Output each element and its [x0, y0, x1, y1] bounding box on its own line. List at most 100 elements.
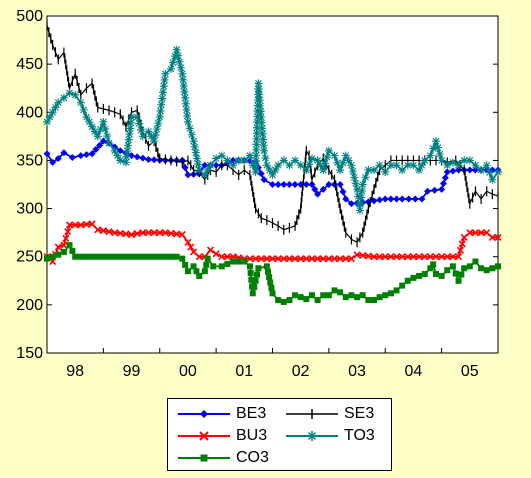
legend-item-co3: CO3: [176, 448, 269, 468]
data-point: [151, 131, 160, 140]
data-point: [387, 253, 395, 261]
data-point: [152, 125, 161, 134]
data-point: [256, 101, 265, 110]
data-point: [392, 253, 401, 261]
data-point: [117, 253, 124, 260]
data-point: [49, 253, 56, 260]
data-point: [342, 294, 349, 301]
data-point: [454, 253, 463, 261]
data-point: [156, 253, 163, 260]
data-point: [285, 255, 293, 263]
data-point: [65, 221, 74, 229]
data-point: [248, 276, 255, 283]
data-point: [461, 265, 468, 272]
data-point: [350, 173, 359, 182]
data-point: [175, 57, 184, 66]
data-point: [267, 279, 274, 286]
data-point: [398, 166, 407, 175]
data-point: [429, 144, 438, 153]
data-point: [359, 251, 367, 259]
data-point: [264, 268, 271, 275]
data-point: [48, 108, 57, 117]
data-point: [136, 125, 145, 134]
data-point: [308, 292, 315, 299]
data-point: [72, 253, 79, 260]
data-point: [348, 292, 355, 299]
data-point: [257, 118, 266, 127]
series-to3: [43, 45, 502, 215]
data-point: [398, 195, 406, 203]
data-point: [483, 267, 490, 274]
data-point: [472, 258, 479, 265]
data-point: [252, 255, 260, 263]
data-point: [279, 156, 288, 165]
data-point: [336, 181, 344, 188]
data-point: [85, 117, 94, 126]
data-point: [271, 166, 280, 175]
data-point: [316, 161, 325, 170]
data-point: [182, 105, 191, 114]
data-point: [60, 149, 68, 157]
data-point: [258, 129, 267, 138]
data-point: [431, 186, 439, 194]
data-point: [449, 253, 457, 261]
data-point: [150, 137, 159, 146]
data-point: [155, 113, 164, 122]
data-point: [339, 188, 347, 196]
y-tick-label: 200: [16, 297, 43, 314]
data-point: [184, 238, 192, 246]
data-point: [386, 161, 395, 170]
data-point: [82, 113, 91, 122]
data-point: [376, 196, 384, 204]
data-point: [44, 255, 50, 262]
legend-item-bu3: BU3: [176, 426, 267, 446]
data-point: [103, 132, 112, 141]
data-point: [76, 98, 85, 107]
data-point: [111, 229, 119, 237]
data-point: [82, 220, 91, 229]
data-point: [88, 122, 97, 131]
data-point: [66, 242, 73, 249]
data-point: [331, 287, 338, 294]
data-point: [266, 274, 273, 281]
data-point: [181, 93, 190, 102]
data-point: [291, 181, 299, 188]
data-point: [124, 135, 133, 144]
data-point: [376, 294, 383, 301]
data-point: [438, 253, 446, 261]
data-point: [190, 248, 198, 256]
data-point: [79, 105, 88, 114]
data-point: [212, 250, 220, 258]
data-point: [370, 297, 377, 304]
data-point: [116, 229, 124, 237]
data-point: [218, 253, 226, 261]
data-point: [195, 166, 204, 175]
data-point: [338, 158, 347, 167]
data-point: [347, 200, 355, 208]
x-tick-label: 00: [179, 363, 197, 380]
data-point: [144, 229, 153, 237]
data-point: [460, 233, 468, 242]
data-point: [286, 297, 293, 304]
data-point: [325, 292, 332, 299]
data-point: [89, 253, 96, 260]
data-point: [100, 253, 107, 260]
data-point: [458, 271, 465, 278]
data-point: [426, 151, 435, 160]
data-point: [466, 166, 474, 174]
data-point: [370, 253, 378, 261]
data-point: [94, 226, 102, 234]
data-point: [454, 161, 463, 170]
data-point: [60, 241, 68, 249]
data-point: [193, 268, 200, 275]
data-point: [190, 142, 199, 151]
data-point: [477, 229, 485, 237]
data-point: [387, 290, 394, 297]
data-point: [357, 186, 366, 195]
data-point: [458, 240, 466, 248]
data-point: [126, 124, 135, 133]
legend-swatch-to3: [286, 431, 338, 441]
data-point: [257, 255, 265, 263]
data-point: [127, 113, 136, 122]
